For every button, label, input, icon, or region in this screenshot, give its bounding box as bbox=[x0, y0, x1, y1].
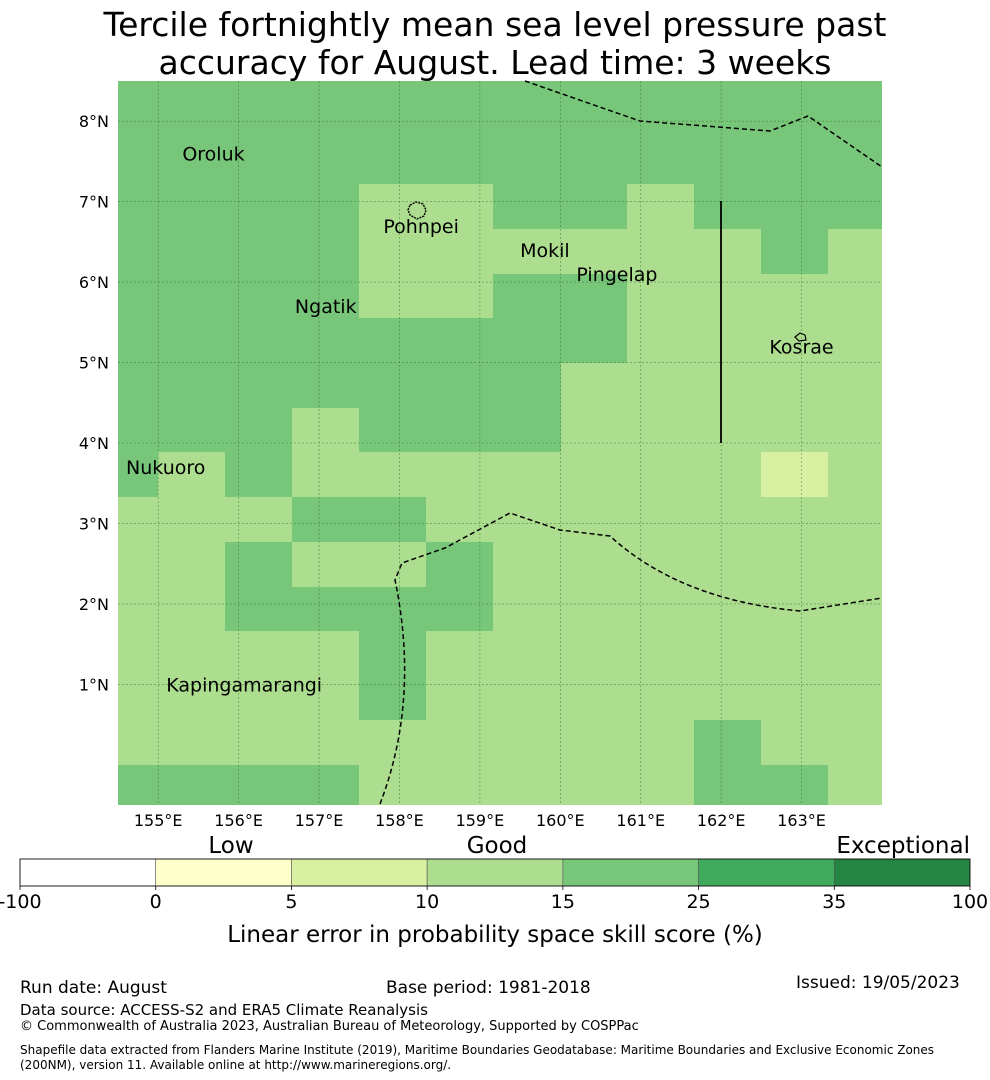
latitude-tick-label: 6°N bbox=[79, 273, 109, 292]
colorbar-tick-label: 0 bbox=[150, 891, 162, 913]
latitude-tick-label: 4°N bbox=[79, 434, 109, 453]
colorbar-segment bbox=[426, 858, 564, 887]
latitude-tick-label: 2°N bbox=[79, 595, 109, 614]
place-label: Pohnpei bbox=[383, 216, 459, 238]
skill-cell bbox=[292, 497, 426, 542]
skill-cell bbox=[359, 631, 426, 720]
colorbar-tick-label: 15 bbox=[551, 891, 575, 913]
colorbar-category-label: Low bbox=[208, 833, 253, 859]
place-label: Kosrae bbox=[769, 336, 833, 358]
shapefile-credit: Shapefile data extracted from Flanders M… bbox=[20, 1043, 935, 1072]
skill-cell bbox=[761, 765, 828, 805]
colorbar-segment bbox=[698, 858, 835, 887]
longitude-tick-label: 163°E bbox=[777, 811, 826, 830]
colorbar-tick-label: 100 bbox=[952, 891, 988, 913]
place-label: Mokil bbox=[520, 240, 570, 262]
kosrae-island-outline bbox=[794, 332, 807, 342]
place-label: Ngatik bbox=[295, 296, 357, 318]
longitude-tick-label: 159°E bbox=[456, 811, 505, 830]
skill-cell bbox=[426, 542, 493, 587]
skill-cell bbox=[694, 184, 882, 229]
place-label: Nukuoro bbox=[126, 457, 205, 479]
latitude-tick-label: 7°N bbox=[79, 193, 109, 212]
colorbar-tick-label: 35 bbox=[822, 891, 846, 913]
place-labels: Oroluk Pohnpei Mokil Pingelap Ngatik Kosrae Nu… bbox=[126, 143, 834, 696]
colorbar-outline bbox=[19, 858, 971, 887]
map-figure: 155°E 156°E 157°E 158°E 159°E 160°E 161°E 162°E… bbox=[0, 80, 988, 948]
longitude-tick-label: 160°E bbox=[536, 811, 585, 830]
base-period: Base period: 1981-2018 bbox=[386, 978, 591, 998]
latitude-tick-label: 8°N bbox=[79, 112, 109, 131]
skill-cell bbox=[118, 318, 561, 408]
longitude-tick-label: 162°E bbox=[697, 811, 746, 830]
skill-cell bbox=[225, 452, 292, 497]
data-source: Data source: ACCESS-S2 and ERA5 Climate … bbox=[20, 1001, 428, 1019]
longitude-tick-label: 158°E bbox=[375, 811, 424, 830]
colorbar-segment bbox=[291, 858, 428, 887]
skill-cell bbox=[493, 184, 627, 229]
skill-cell bbox=[761, 229, 828, 274]
colorbar-segment bbox=[155, 858, 292, 887]
longitude-tick-label: 156°E bbox=[214, 811, 263, 830]
island-outlines bbox=[407, 201, 807, 342]
colorbar-category-label: Exceptional bbox=[836, 833, 970, 859]
skill-cell bbox=[118, 408, 292, 452]
latitude-tick-label: 3°N bbox=[79, 514, 109, 533]
longitude-tick-label: 161°E bbox=[616, 811, 665, 830]
colorbar-segment bbox=[562, 858, 699, 887]
latitude-ticks: 8°N 7°N 6°N 5°N 4°N 3°N 2°N 1°N bbox=[79, 112, 109, 694]
pohnpei-island-outline bbox=[407, 201, 427, 220]
eez-boundary-south bbox=[379, 512, 883, 805]
title-line-1: Tercile fortnightly mean sea level press… bbox=[103, 5, 887, 44]
colorbar-tick-label: 25 bbox=[686, 891, 710, 913]
place-label: Kapingamarangi bbox=[166, 674, 322, 696]
longitude-tick-label: 155°E bbox=[134, 811, 183, 830]
issued-date: Issued: 19/05/2023 bbox=[796, 973, 960, 993]
colorbar-label: Linear error in probability space skill … bbox=[227, 922, 763, 948]
longitude-ticks: 155°E 156°E 157°E 158°E 159°E 160°E 161°E 162°E… bbox=[134, 811, 826, 830]
skill-cell bbox=[225, 542, 292, 587]
run-date: Run date: August bbox=[20, 978, 167, 998]
colorbar-tick-label: 5 bbox=[285, 891, 297, 913]
skill-cell bbox=[225, 587, 493, 631]
copyright: © Commonwealth of Australia 2023, Austra… bbox=[20, 1019, 639, 1034]
eez-boundaries bbox=[379, 80, 883, 805]
skill-cell bbox=[694, 720, 761, 805]
skill-cell bbox=[118, 81, 882, 184]
latitude-tick-label: 1°N bbox=[79, 675, 109, 694]
colorbar-segment bbox=[19, 858, 157, 887]
skill-cell bbox=[118, 452, 158, 497]
graticule bbox=[118, 81, 882, 805]
place-label: Oroluk bbox=[182, 143, 244, 165]
colorbar-tick-label: -100 bbox=[0, 891, 42, 913]
colorbar-category-label: Good bbox=[467, 833, 528, 859]
eez-boundary-north bbox=[524, 80, 883, 168]
skill-cell bbox=[761, 452, 828, 497]
place-label: Pingelap bbox=[576, 264, 657, 286]
colorbar: -100 0 5 10 15 25 35 100 Low Good Exceptional Linea… bbox=[0, 833, 988, 948]
map-title: Tercile fortnightly mean sea level press… bbox=[0, 6, 990, 82]
colorbar-tick-label: 10 bbox=[415, 891, 439, 913]
latitude-tick-label: 5°N bbox=[79, 354, 109, 373]
longitude-tick-label: 157°E bbox=[295, 811, 344, 830]
colorbar-segment bbox=[833, 858, 971, 887]
skill-cell bbox=[359, 408, 561, 452]
title-line-2: accuracy for August. Lead time: 3 weeks bbox=[158, 43, 832, 82]
